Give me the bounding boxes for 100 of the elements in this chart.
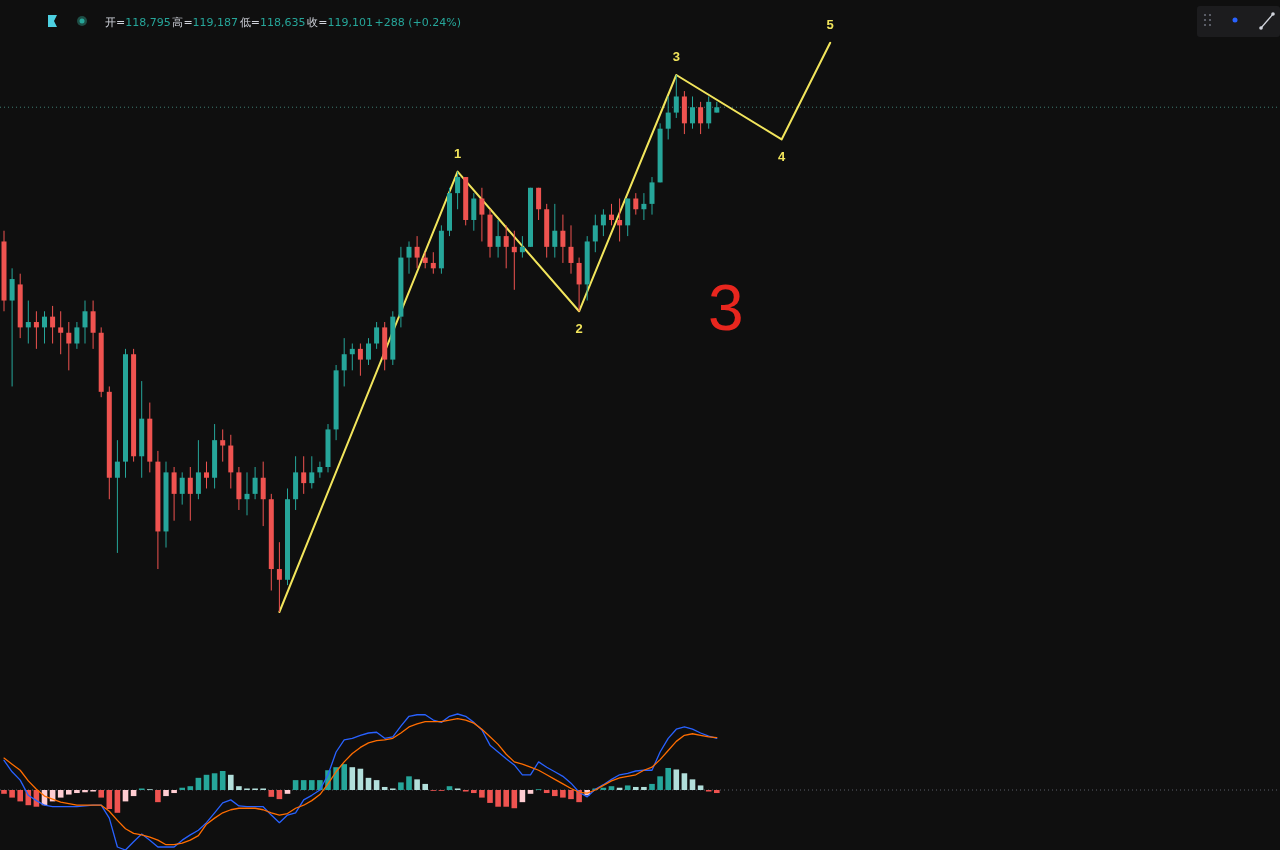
candlestick — [471, 192, 477, 232]
bar — [665, 767, 671, 790]
candlestick — [74, 321, 80, 350]
annotation: 3 — [708, 272, 744, 344]
candlestick — [276, 541, 282, 613]
bar — [487, 790, 493, 803]
candlestick — [25, 300, 31, 344]
bar — [398, 782, 404, 790]
candlestick — [260, 461, 266, 527]
candlestick — [220, 428, 226, 463]
candlestick — [609, 203, 614, 226]
bar — [714, 790, 720, 794]
text: 高=119,187 — [172, 16, 239, 29]
bar — [381, 786, 388, 790]
bar — [446, 786, 453, 790]
candlestick — [357, 343, 363, 377]
bar — [471, 790, 477, 794]
candlestick — [414, 235, 420, 269]
bar — [292, 780, 299, 790]
bar — [697, 785, 704, 790]
candlestick — [479, 187, 485, 242]
candlestick — [366, 337, 371, 366]
text: 开=118,795 — [105, 16, 171, 29]
bar — [179, 787, 185, 790]
candlestick — [58, 310, 64, 355]
candlestick — [592, 214, 598, 253]
bar — [171, 790, 177, 794]
candlestick — [42, 310, 47, 344]
candlestick — [511, 230, 517, 291]
bar — [495, 790, 501, 807]
candlestick — [430, 251, 436, 275]
bar — [624, 785, 631, 790]
bar — [568, 790, 574, 800]
candlestick — [519, 235, 525, 259]
bar — [17, 790, 23, 802]
bar — [236, 786, 242, 790]
candlestick — [33, 310, 39, 350]
annotation: 2 — [575, 321, 583, 337]
candlestick — [114, 439, 120, 554]
bar — [422, 783, 428, 790]
bar — [673, 769, 680, 790]
candlestick — [374, 321, 380, 350]
bar — [1, 790, 7, 794]
bar — [503, 790, 509, 807]
text: 收=119,101 — [307, 16, 373, 29]
bar — [228, 774, 234, 790]
text: 低=118,635 — [239, 16, 306, 29]
candlestick — [560, 214, 566, 264]
candlestick — [576, 257, 582, 312]
bar — [219, 771, 226, 790]
candlestick — [706, 95, 712, 130]
bar — [649, 783, 655, 790]
candlestick — [309, 455, 315, 489]
candlestick — [244, 471, 250, 516]
candlestick — [252, 466, 258, 500]
candlestick — [600, 208, 606, 237]
candlestick — [82, 300, 88, 344]
candlestick — [665, 95, 671, 140]
bar — [155, 790, 161, 803]
candlestick — [568, 224, 574, 275]
candlestick — [649, 176, 655, 216]
bar — [98, 790, 104, 798]
bar — [284, 790, 291, 794]
candlestick — [641, 192, 647, 221]
bar — [106, 790, 113, 809]
candlestick — [690, 95, 695, 130]
bar — [608, 786, 615, 790]
bar — [268, 790, 275, 797]
bar — [349, 767, 356, 790]
candlestick — [341, 337, 347, 387]
candlestick — [617, 198, 623, 242]
bar — [9, 790, 15, 798]
candlestick — [317, 461, 323, 479]
bar — [66, 790, 72, 795]
bar — [163, 790, 169, 797]
candlestick — [187, 466, 193, 522]
candlestick — [195, 439, 201, 500]
text: 5 — [826, 16, 834, 32]
candlestick — [455, 171, 461, 210]
bar — [681, 773, 688, 790]
candlestick — [503, 224, 509, 269]
candlestick — [301, 455, 307, 495]
candlestick — [349, 343, 355, 371]
bar — [641, 786, 647, 790]
bar — [406, 776, 412, 790]
candlestick — [673, 74, 679, 119]
bar — [211, 773, 218, 790]
bar — [414, 779, 420, 790]
bar — [373, 780, 380, 790]
bar — [689, 779, 696, 790]
bar — [114, 790, 121, 813]
bar — [560, 790, 566, 798]
bar — [633, 786, 639, 790]
bar — [309, 780, 315, 790]
text: +288 (+0.24%) — [374, 16, 462, 29]
bar — [552, 790, 558, 797]
annotation: 1 — [453, 145, 462, 161]
bar — [657, 776, 663, 790]
candlestick — [536, 187, 542, 221]
bar — [57, 790, 64, 798]
